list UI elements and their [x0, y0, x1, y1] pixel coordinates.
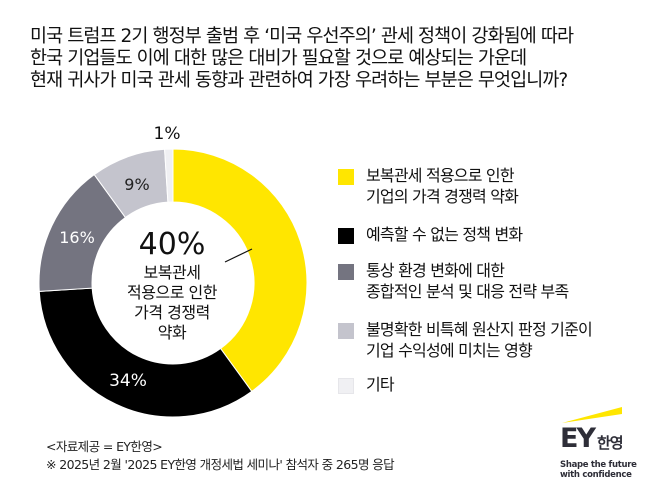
- survey-question-title: 미국 트럼프 2기 행정부 출범 후 ‘미국 우선주의’ 관세 정책이 강화됨에…: [30, 26, 650, 92]
- title-line-2: 한국 기업들도 이에 대한 많은 대비가 필요할 것으로 예상되는 가운데: [30, 48, 527, 69]
- label-1pct: 1%: [154, 124, 181, 144]
- center-label-line-4: 약화: [158, 323, 187, 342]
- legend-label: 예측할 수 없는 정책 변화: [366, 225, 523, 244]
- label-9pct: 9%: [124, 175, 149, 194]
- source-credit: <자료제공 = EY한영>: [46, 439, 163, 454]
- ey-beam-icon: [562, 407, 622, 423]
- legend-swatch-black: [338, 228, 354, 244]
- title-line-1: 미국 트럼프 2기 행정부 출범 후 ‘미국 우선주의’ 관세 정책이 강화됨에…: [30, 26, 574, 47]
- title-line-3: 현재 귀사가 미국 관세 동향과 관련하여 가장 우려하는 부분은 무엇입니까?: [30, 70, 568, 91]
- logo-tagline: Shape the future with confidence: [560, 460, 637, 480]
- label-34pct: 34%: [109, 371, 147, 391]
- legend-swatch-light-gray: [338, 323, 354, 339]
- logo-brand-kr: 한영: [597, 434, 624, 452]
- legend-label: 종합적인 분석 및 대응 전략 부족: [366, 282, 569, 301]
- legend-label: 보복관세 적용으로 인한: [366, 166, 515, 185]
- survey-note: ※ 2025년 2월 '2025 EY한영 개정세법 세미나' 참석자 중 26…: [46, 457, 395, 472]
- legend-label: 기타: [366, 375, 395, 394]
- legend-swatch-yellow: [338, 169, 354, 185]
- legend-swatch-dark-gray: [338, 264, 354, 280]
- legend-label: 기업 수익성에 미치는 영향: [366, 341, 533, 360]
- center-label-line-2: 적용으로 인한: [127, 283, 218, 302]
- donut-segment: [164, 148, 174, 203]
- ey-logo: EY 한영 Shape the future with confidence: [560, 405, 650, 485]
- label-16pct: 16%: [59, 228, 95, 247]
- logo-brand: EY: [560, 423, 596, 454]
- donut-segment: [38, 287, 253, 418]
- legend-label: 통상 환경 변화에 대한: [366, 261, 505, 280]
- footer: <자료제공 = EY한영> ※ 2025년 2월 '2025 EY한영 개정세법…: [46, 438, 395, 474]
- legend-swatch-other: [338, 378, 354, 394]
- center-leader-line: [224, 248, 253, 263]
- legend-label: 불명확한 비특혜 원산지 판정 기준이: [366, 320, 593, 339]
- donut-segments: [38, 148, 308, 418]
- center-label-line-3: 가격 경쟁력: [134, 303, 210, 322]
- donut-segment: [172, 148, 308, 393]
- legend-label: 기업의 가격 경쟁력 약화: [366, 187, 519, 206]
- center-value: 40%: [139, 227, 206, 262]
- center-label-line-1: 보복관세: [144, 263, 201, 282]
